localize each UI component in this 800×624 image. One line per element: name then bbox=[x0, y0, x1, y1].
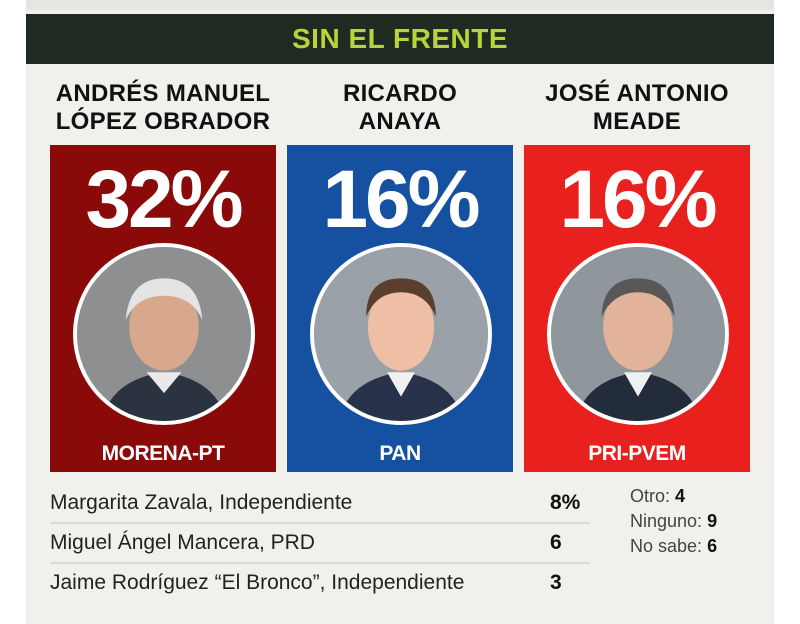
side-stat-label: Ninguno: bbox=[630, 511, 703, 531]
candidate-name-line1: RICARDO bbox=[342, 80, 458, 107]
list-item: Jaime Rodríguez “El Bronco”, Independien… bbox=[50, 564, 590, 602]
side-stat-value: 6 bbox=[707, 536, 718, 556]
other-candidates-list: Margarita Zavala, Independiente 8% Migue… bbox=[50, 484, 590, 602]
candidate-portrait-icon bbox=[73, 243, 255, 425]
side-stat-value: 9 bbox=[707, 511, 718, 531]
side-stat-ninguno: Ninguno: 9 bbox=[630, 509, 770, 534]
candidate-name-anaya: RICARDO ANAYA bbox=[286, 80, 514, 136]
side-stats: Otro: 4 Ninguno: 9 No sabe: 6 bbox=[630, 484, 770, 559]
list-item: Miguel Ángel Mancera, PRD 6 bbox=[50, 524, 590, 564]
top-strip bbox=[26, 0, 774, 10]
other-candidate-value: 6 bbox=[550, 531, 562, 554]
other-candidate-name: Margarita Zavala, Independiente bbox=[50, 491, 353, 514]
candidate-percent: 16% bbox=[322, 154, 480, 245]
party-label: PAN bbox=[379, 442, 421, 465]
side-stat-label: Otro: bbox=[630, 486, 671, 506]
chart-title: SIN EL FRENTE bbox=[291, 23, 508, 54]
side-stat-label: No sabe: bbox=[630, 536, 703, 556]
list-item: Margarita Zavala, Independiente 8% bbox=[50, 484, 590, 524]
side-stat-otro: Otro: 4 bbox=[630, 484, 770, 509]
candidate-name-amlo: ANDRÉS MANUEL LÓPEZ OBRADOR bbox=[49, 80, 277, 136]
side-stat-no-sabe: No sabe: 6 bbox=[630, 534, 770, 559]
other-candidate-value: 8% bbox=[550, 491, 581, 514]
other-candidate-name: Jaime Rodríguez “El Bronco”, Independien… bbox=[50, 571, 465, 594]
candidate-card-amlo: 32% MORENA-PT bbox=[50, 145, 276, 472]
party-label: PRI-PVEM bbox=[588, 442, 686, 465]
candidate-card-meade: 16% PRI-PVEM bbox=[524, 145, 750, 472]
candidate-portrait-icon bbox=[547, 243, 729, 425]
candidate-name-line1: ANDRÉS MANUEL bbox=[55, 80, 271, 107]
side-stat-value: 4 bbox=[675, 486, 686, 506]
other-candidate-name: Miguel Ángel Mancera, PRD bbox=[50, 531, 315, 554]
candidate-name-line2: MEADE bbox=[592, 108, 682, 135]
candidate-card-anaya: 16% PAN bbox=[287, 145, 513, 472]
candidate-name-line2: LÓPEZ OBRADOR bbox=[55, 108, 271, 135]
party-label: MORENA-PT bbox=[101, 442, 225, 465]
candidate-percent: 16% bbox=[559, 154, 717, 245]
candidate-name-line1: JOSÉ ANTONIO bbox=[545, 80, 729, 107]
candidate-percent: 32% bbox=[85, 154, 243, 245]
candidate-name-meade: JOSÉ ANTONIO MEADE bbox=[523, 80, 751, 136]
header-bar: SIN EL FRENTE bbox=[26, 14, 774, 64]
candidate-portrait-icon bbox=[310, 243, 492, 425]
candidate-name-line2: ANAYA bbox=[358, 108, 442, 135]
other-candidate-value: 3 bbox=[550, 571, 562, 594]
